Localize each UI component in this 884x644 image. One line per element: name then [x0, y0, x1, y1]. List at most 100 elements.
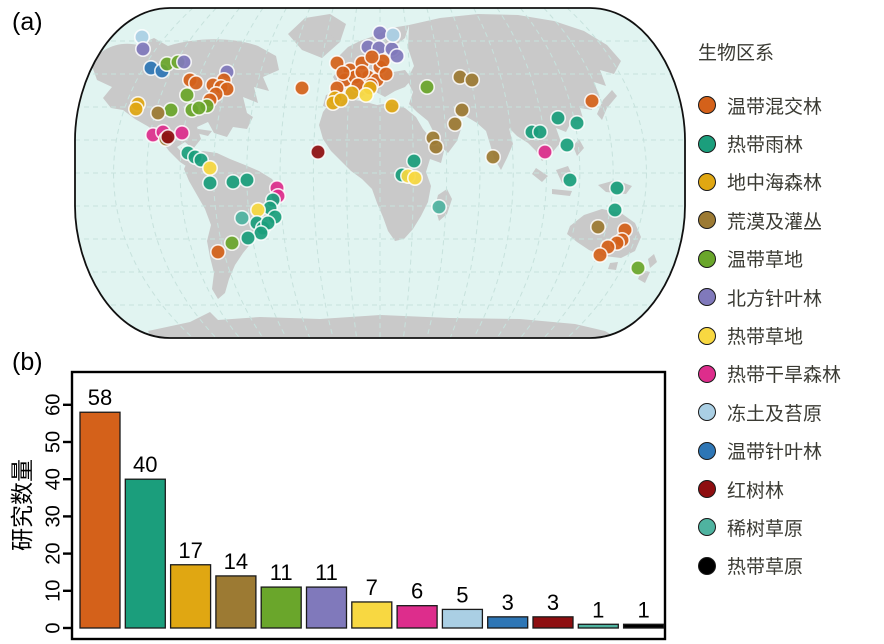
study-site-dot	[629, 259, 646, 276]
study-site-dot	[406, 170, 423, 187]
legend-item: 热带雨林	[698, 124, 882, 162]
study-site-dot	[405, 153, 422, 170]
study-site-dot	[536, 144, 553, 161]
study-site-dot	[332, 92, 349, 109]
study-site-dot	[388, 47, 405, 64]
study-site-dot	[531, 124, 548, 141]
study-site-dot	[225, 174, 242, 191]
study-site-dot	[549, 110, 566, 127]
legend-item-label: 稀树草原	[727, 518, 804, 540]
y-tick-label: 50	[42, 431, 64, 453]
bar-1	[124, 478, 166, 629]
y-axis-ticks: 0 10 20 30 40 50 60	[42, 394, 72, 634]
study-site-dot	[163, 102, 180, 119]
bar-5	[305, 586, 348, 629]
study-site-dot	[174, 125, 191, 142]
biome-color-swatch-icon	[698, 134, 716, 153]
study-site-dot	[484, 149, 501, 166]
study-site-dot	[357, 87, 374, 104]
legend-item-label: 温带混交林	[727, 96, 823, 118]
legend-item-label: 热带干旱森林	[727, 365, 842, 387]
study-site-dot	[202, 175, 219, 192]
study-site-dot	[589, 219, 606, 236]
study-site-dot	[453, 102, 470, 119]
bar-0	[79, 411, 121, 629]
biome-color-swatch-icon	[698, 172, 716, 191]
bar-6	[351, 601, 393, 629]
study-site-dot	[377, 66, 394, 83]
y-tick-label: 40	[42, 468, 64, 490]
world-map-panel	[74, 7, 686, 339]
bar-value-label: 40	[133, 452, 157, 477]
legend-item-label: 北方针叶林	[727, 288, 823, 310]
bar-value-label: 17	[178, 538, 202, 563]
biome-color-swatch-icon	[698, 288, 716, 307]
study-site-dot	[384, 26, 401, 43]
study-site-dot	[334, 65, 351, 82]
map-outline	[74, 7, 686, 339]
bar-value-label: 14	[224, 549, 248, 574]
study-site-dot	[224, 235, 241, 252]
legend-item-label: 热带雨林	[727, 135, 804, 157]
study-site-dot	[383, 98, 400, 115]
legend-item-label: 温带针叶林	[727, 442, 823, 464]
study-site-dots	[128, 24, 646, 276]
bar-value-label: 5	[456, 582, 468, 607]
bar-value-label: 11	[315, 560, 338, 585]
study-site-dot	[353, 64, 370, 81]
study-site-dot	[160, 129, 177, 146]
bar-value-label: 1	[637, 597, 649, 622]
legend-item-label: 热带草地	[727, 327, 804, 349]
legend-item: 稀树草原	[698, 508, 882, 546]
study-site-dot	[309, 144, 326, 161]
bar-7	[396, 605, 438, 629]
bar-9	[487, 616, 529, 629]
biome-color-swatch-icon	[698, 441, 716, 460]
bar-value-label: 6	[411, 579, 423, 604]
legend-title: 生物区系	[698, 43, 775, 64]
study-site-dot	[418, 79, 435, 96]
legend-item: 冻土及苔原	[698, 393, 882, 431]
study-site-dot	[427, 139, 444, 156]
legend-item: 热带草地	[698, 316, 882, 354]
legend-item-label: 荒漠及灌丛	[727, 211, 823, 233]
study-site-dot	[240, 230, 257, 247]
legend-item: 温带草地	[698, 240, 882, 278]
bar-value-label: 3	[547, 590, 559, 615]
study-site-dot	[202, 160, 219, 177]
legend-item: 温带混交林	[698, 86, 882, 124]
study-site-dot	[608, 180, 625, 197]
map-graticule	[75, 8, 685, 338]
legend-item: 热带草原	[698, 547, 882, 585]
legend-item: 北方针叶林	[698, 278, 882, 316]
study-site-dot	[583, 93, 600, 110]
y-tick-label: 60	[42, 394, 64, 416]
y-tick-label: 10	[42, 580, 64, 602]
legend-item: 地中海森林	[698, 163, 882, 201]
bar-2	[169, 564, 212, 629]
biome-color-swatch-icon	[698, 480, 716, 499]
biome-color-swatch-icon	[698, 211, 716, 230]
study-site-dot	[446, 116, 463, 133]
biome-color-swatch-icon	[698, 556, 716, 575]
bar-3	[215, 575, 257, 629]
study-site-dot	[371, 24, 388, 41]
study-site-dot	[234, 210, 251, 227]
biome-color-swatch-icon	[698, 96, 716, 115]
panel-b-label: (b)	[12, 348, 43, 376]
legend-item-label: 红树林	[727, 480, 785, 502]
bar-value-label: 1	[592, 597, 604, 622]
study-site-dot	[558, 137, 575, 154]
study-site-dot	[135, 40, 152, 57]
study-site-dot	[463, 72, 480, 89]
legend-items: 温带混交林热带雨林地中海森林荒漠及灌丛温带草地北方针叶林热带草地热带干旱森林冻土…	[698, 86, 882, 585]
study-site-dot	[250, 202, 267, 219]
biome-color-swatch-icon	[698, 364, 716, 383]
bar-11	[577, 623, 619, 629]
study-site-dot	[239, 172, 256, 189]
study-site-dot	[179, 87, 196, 104]
